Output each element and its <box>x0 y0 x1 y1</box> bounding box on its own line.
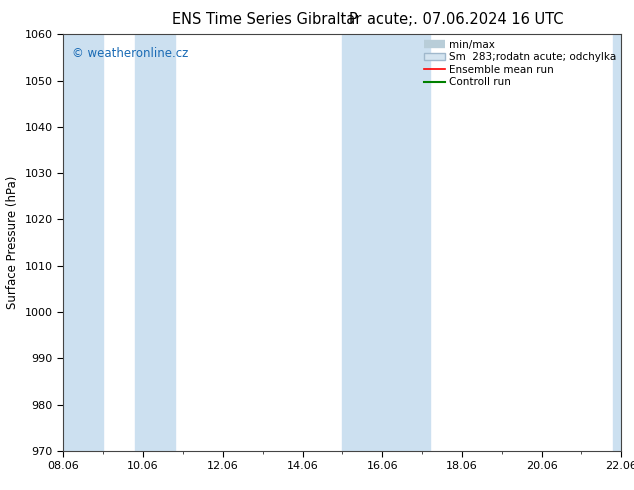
Legend: min/max, Sm  283;rodatn acute; odchylka, Ensemble mean run, Controll run: min/max, Sm 283;rodatn acute; odchylka, … <box>422 37 618 89</box>
Bar <box>342 34 430 451</box>
Bar <box>135 34 175 451</box>
Y-axis label: Surface Pressure (hPa): Surface Pressure (hPa) <box>6 176 19 309</box>
Text: ENS Time Series Gibraltar: ENS Time Series Gibraltar <box>172 12 361 27</box>
Bar <box>613 34 621 451</box>
Bar <box>63 34 103 451</box>
Text: P  acute;. 07.06.2024 16 UTC: P acute;. 07.06.2024 16 UTC <box>349 12 564 27</box>
Text: © weatheronline.cz: © weatheronline.cz <box>72 47 188 60</box>
